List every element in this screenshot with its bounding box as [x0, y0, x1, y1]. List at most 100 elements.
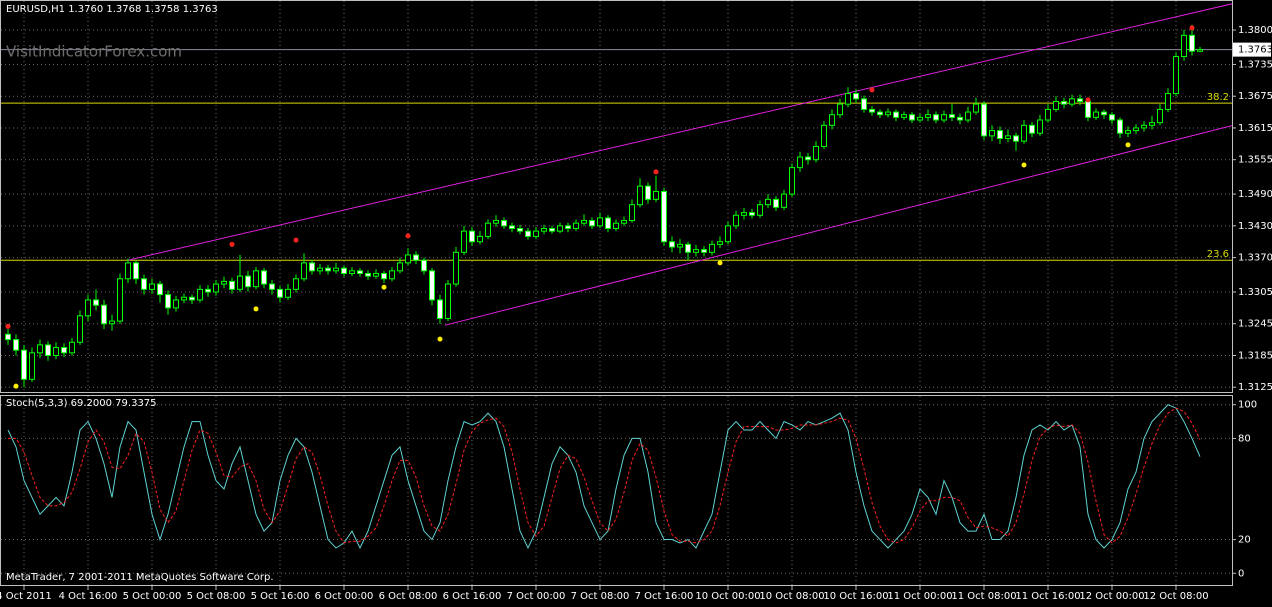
candle-body: [893, 111, 899, 118]
candle-body: [725, 225, 731, 243]
candle-body: [669, 241, 675, 248]
x-tick-label: 10 Oct 08:00: [759, 591, 824, 602]
candle-body: [901, 114, 907, 118]
fractal-marker: [653, 169, 659, 175]
candle-body: [813, 145, 819, 161]
candle-body: [373, 272, 379, 277]
candle-body: [1133, 127, 1139, 132]
candle-body: [1005, 135, 1011, 140]
candle-body: [517, 227, 523, 232]
x-tick-label: 7 Oct 00:00: [507, 591, 566, 602]
x-tick-label: 5 Oct 00:00: [123, 591, 182, 602]
candle-body: [1021, 124, 1027, 142]
x-tick-label: 12 Oct 00:00: [1079, 591, 1144, 602]
candle-body: [525, 230, 531, 237]
x-tick-label: 10 Oct 16:00: [823, 591, 888, 602]
y-tick-label: 20: [1238, 535, 1251, 546]
fractal-marker: [1125, 142, 1131, 148]
candle-body: [829, 114, 835, 126]
candle-body: [733, 214, 739, 227]
stoch-title: Stoch(5,3,3) 69.2000 79.3375: [6, 398, 157, 409]
candle-body: [565, 225, 571, 229]
candle-body: [1173, 56, 1179, 95]
candle-body: [461, 230, 467, 253]
channel-line: [444, 125, 1232, 326]
y-tick-label: 1.3245: [1238, 319, 1272, 330]
candle-body: [637, 185, 643, 206]
fractal-marker: [5, 323, 11, 329]
fractal-marker: [1085, 97, 1091, 103]
candle-body: [1117, 119, 1123, 134]
candle-body: [277, 288, 283, 298]
candle-body: [1165, 93, 1171, 110]
x-tick-label: 11 Oct 08:00: [951, 591, 1016, 602]
candle-body: [917, 116, 923, 121]
candle-body: [853, 93, 859, 100]
x-tick-label: 6 Oct 00:00: [315, 591, 374, 602]
candle-body: [229, 280, 235, 290]
candle-body: [885, 111, 891, 116]
candle-body: [541, 227, 547, 232]
x-tick-label: 7 Oct 16:00: [635, 591, 694, 602]
candle-body: [317, 267, 323, 272]
fractal-marker: [381, 284, 387, 290]
price-label: 1.3763: [1238, 45, 1272, 56]
candle-body: [837, 103, 843, 116]
fractal-marker: [293, 237, 299, 243]
candle-body: [1093, 111, 1099, 118]
x-tick-label: 4 Oct 2011: [0, 591, 52, 602]
candle-body: [493, 220, 499, 224]
candle-body: [477, 235, 483, 243]
candle-body: [765, 198, 771, 206]
candle-body: [957, 116, 963, 121]
candle-body: [437, 299, 443, 319]
candle-body: [1101, 111, 1107, 116]
x-tick-label: 7 Oct 08:00: [571, 591, 630, 602]
candle-body: [741, 212, 747, 216]
fractal-marker: [253, 306, 259, 312]
x-tick-label: 6 Oct 08:00: [379, 591, 438, 602]
y-tick-label: 1.3430: [1238, 221, 1272, 232]
candle-body: [997, 130, 1003, 140]
candle-body: [389, 270, 395, 280]
fib-label: 38.2: [1207, 92, 1229, 103]
candle-body: [605, 217, 611, 229]
candle-body: [285, 288, 291, 298]
candle-body: [453, 251, 459, 285]
candle-body: [85, 299, 91, 317]
candle-body: [213, 283, 219, 293]
candle-body: [629, 204, 635, 222]
price-label-box: [1233, 42, 1271, 57]
candle-body: [261, 270, 267, 285]
price-plot: 38.2 23.6: [1, 3, 1232, 389]
candle-body: [1157, 108, 1163, 124]
candle-body: [413, 254, 419, 261]
candle-body: [845, 93, 851, 105]
candle-body: [1125, 130, 1131, 134]
candle-body: [805, 156, 811, 161]
candle-body: [613, 222, 619, 229]
candle-body: [421, 259, 427, 272]
candle-body: [821, 124, 827, 147]
candle-body: [429, 270, 435, 301]
stoch-panel-frame: [0, 395, 1233, 586]
candle-body: [581, 220, 587, 224]
y-tick-label: 1.3555: [1238, 155, 1272, 166]
fractal-marker: [869, 87, 875, 93]
price-panel-frame: [0, 0, 1233, 393]
fractal-marker: [1021, 162, 1027, 168]
y-tick-label: 1.3370: [1238, 253, 1272, 264]
candle-body: [949, 114, 955, 118]
candle-body: [101, 304, 107, 325]
y-tick-label: 80: [1238, 433, 1251, 444]
candle-body: [861, 98, 867, 110]
candle-body: [1141, 124, 1147, 129]
candle-body: [877, 111, 883, 116]
candle-body: [485, 222, 491, 237]
candle-body: [685, 243, 691, 253]
candle-body: [13, 339, 19, 351]
y-tick-label: 1.3305: [1238, 287, 1272, 298]
candle-body: [1053, 100, 1059, 110]
candle-body: [653, 190, 659, 200]
